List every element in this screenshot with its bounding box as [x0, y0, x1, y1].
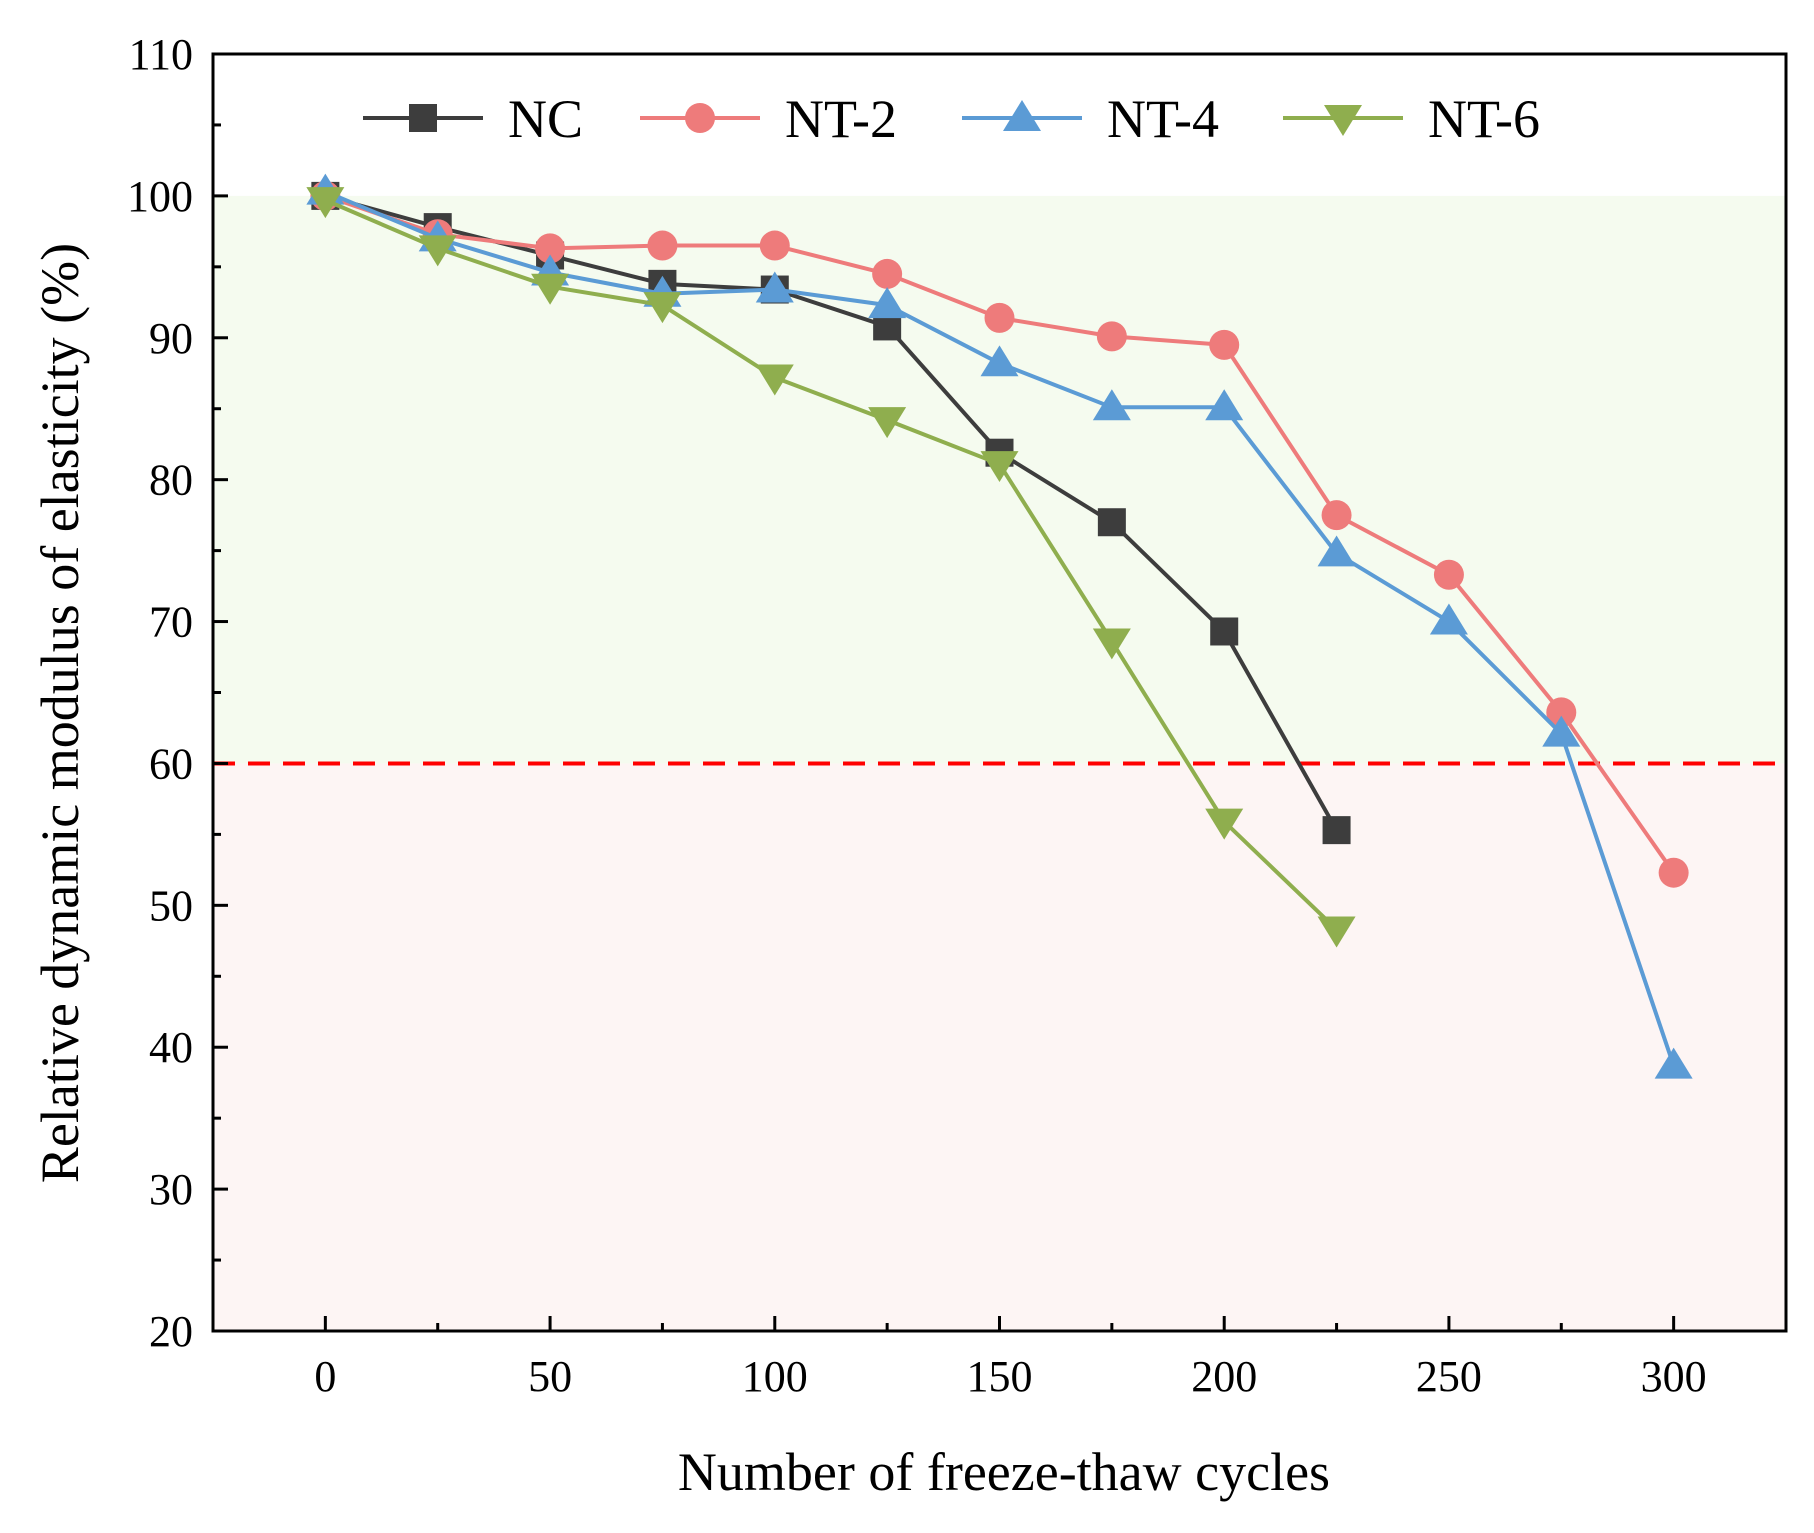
x-tick-label: 100: [742, 1352, 808, 1401]
x-tick-label: 0: [314, 1352, 336, 1401]
y-tick-label: 20: [149, 1307, 193, 1356]
y-tick-label: 110: [129, 30, 193, 79]
x-tick-label: 50: [528, 1352, 572, 1401]
legend-label-nt-4: NT-4: [1107, 89, 1219, 149]
y-tick-label: 60: [149, 739, 193, 788]
axes: 20 30 40 50 60 70 80 90 100 110 0 50 100 150 200 250 300: [127, 30, 1788, 1401]
data-point-nt-4-125: [868, 287, 907, 319]
data-point-nt-2-125: [872, 258, 903, 289]
data-point-nt-6-225: [1317, 916, 1356, 948]
legend-marker-nt-2: [685, 103, 715, 133]
data-point-nt-4-175: [1092, 389, 1131, 421]
x-tick-label: 150: [967, 1352, 1033, 1401]
y-tick-label: 100: [127, 172, 193, 221]
data-point-nt-2-100: [759, 230, 790, 261]
x-tick-label: 300: [1641, 1352, 1707, 1401]
y-tick-label: 90: [149, 314, 193, 363]
data-point-nc-225: [1322, 816, 1351, 845]
data-point-nt-2-275: [1546, 697, 1577, 728]
legend-item-nt-4: NT-4: [962, 89, 1219, 149]
data-point-nt-2-50: [535, 233, 566, 264]
data-point-nt-2-75: [647, 230, 678, 261]
data-point-nc-200: [1210, 617, 1239, 646]
series-line-nt-6: [324, 198, 1338, 931]
legend-item-nt-2: NT-2: [640, 89, 897, 149]
y-tick-label: 70: [149, 598, 193, 647]
plot-background: [213, 195, 1786, 1331]
data-point-nt-6-175: [1092, 628, 1131, 660]
data-point-nt-6-50: [531, 273, 570, 305]
x-tick-label: 200: [1191, 1352, 1257, 1401]
y-axis-title: Relative dynamic modulus of elasticity (…: [30, 243, 90, 1183]
series-nt-6: [306, 187, 1356, 948]
y-tick-label: 50: [149, 881, 193, 930]
legend-label-nt-2: NT-2: [785, 89, 897, 149]
y-tick-label: 30: [149, 1165, 193, 1214]
data-point-nt-6-200: [1205, 808, 1244, 840]
data-point-nt-6-25: [418, 235, 457, 267]
data-point-nt-2-150: [984, 302, 1015, 333]
data-point-nt-2-250: [1433, 559, 1464, 590]
y-tick-label: 80: [149, 456, 193, 505]
data-point-nt-4-225: [1317, 535, 1356, 567]
data-point-nc-175: [1097, 508, 1126, 537]
data-point-nt-4-300: [1654, 1047, 1693, 1079]
legend-marker-nc: [409, 104, 437, 132]
x-tick-label: 250: [1416, 1352, 1482, 1401]
region-failure: [213, 763, 1786, 1331]
legend-item-nt-6: NT-6: [1283, 89, 1540, 149]
data-point-nt-4-200: [1205, 389, 1244, 421]
series-layer: [306, 173, 1693, 1079]
y-tick-label: 40: [149, 1023, 193, 1072]
data-point-nt-6-100: [755, 364, 794, 396]
data-point-nt-2-300: [1658, 857, 1689, 888]
legend-label-nc: NC: [508, 89, 583, 149]
x-axis-title: Number of freeze-thaw cycles: [678, 1442, 1330, 1502]
legend: NC NT-2 NT-4 NT-6: [363, 89, 1540, 149]
legend-item-nc: NC: [363, 89, 583, 149]
data-point-nt-6-125: [868, 407, 907, 439]
data-point-nt-2-225: [1321, 500, 1352, 531]
data-point-nt-2-200: [1209, 329, 1240, 360]
legend-marker-nt-4: [1003, 100, 1041, 131]
legend-label-nt-6: NT-6: [1428, 89, 1540, 149]
data-point-nt-6-150: [980, 451, 1019, 483]
legend-marker-nt-6: [1324, 105, 1362, 136]
data-point-nt-6-0: [306, 187, 345, 219]
data-point-nt-4-100: [755, 271, 794, 303]
data-point-nt-6-75: [643, 292, 682, 324]
data-point-nt-4-275: [1542, 715, 1581, 747]
data-point-nt-2-175: [1096, 321, 1127, 352]
data-point-nt-4-250: [1429, 603, 1468, 635]
data-point-nt-4-150: [980, 345, 1019, 377]
